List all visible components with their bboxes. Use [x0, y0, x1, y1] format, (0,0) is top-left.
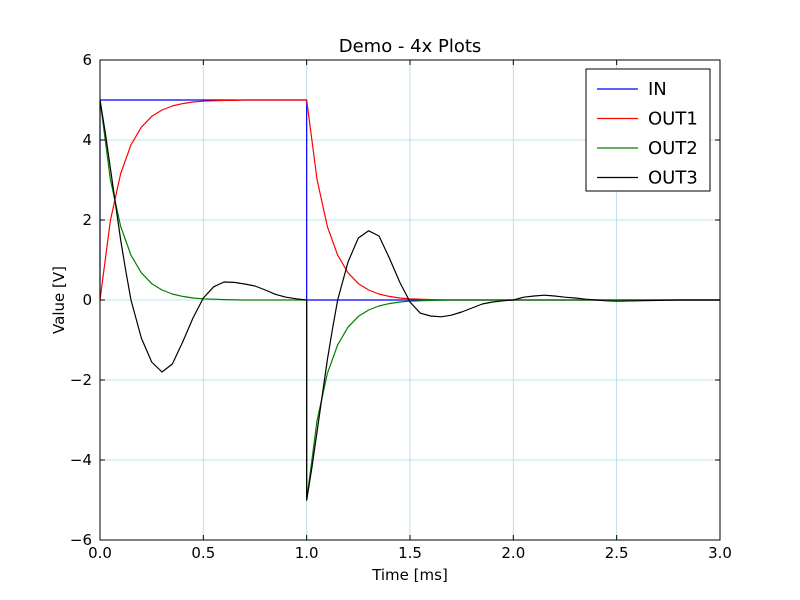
- legend-label-out2: OUT2: [648, 138, 698, 159]
- x-tick-labels: 0.0 0.5 1.0 1.5 2.0 2.5 3.0: [88, 544, 732, 562]
- legend-label-in: IN: [648, 79, 667, 100]
- y-tick-label: 4: [82, 131, 92, 149]
- y-axis-label: Value [V]: [50, 266, 68, 334]
- x-tick-label: 2.0: [501, 544, 525, 562]
- x-tick-label: 0.5: [191, 544, 215, 562]
- y-tick-labels: −6 −4 −2 0 2 4 6: [70, 51, 92, 549]
- x-tick-label: 0.0: [88, 544, 112, 562]
- x-axis-label: Time [ms]: [371, 566, 448, 584]
- chart-title: Demo - 4x Plots: [339, 36, 482, 57]
- y-tick-label: −6: [70, 531, 92, 549]
- y-tick-label: −4: [70, 451, 92, 469]
- legend-label-out3: OUT3: [648, 168, 698, 189]
- y-tick-label: 0: [82, 291, 92, 309]
- series-layer: [99, 99, 720, 501]
- axis-ticks: [99, 59, 721, 541]
- x-tick-label: 2.5: [605, 544, 629, 562]
- legend-label-out1: OUT1: [648, 109, 698, 130]
- y-tick-label: 6: [82, 51, 92, 69]
- x-tick-label: 1.0: [295, 544, 319, 562]
- x-tick-label: 1.5: [398, 544, 422, 562]
- series-line-out3: [99, 99, 720, 501]
- y-tick-label: 2: [82, 211, 92, 229]
- series-line-out2: [99, 99, 720, 501]
- legend: IN OUT1 OUT2 OUT3: [585, 68, 711, 192]
- x-tick-label: 3.0: [708, 544, 732, 562]
- y-tick-label: −2: [70, 371, 92, 389]
